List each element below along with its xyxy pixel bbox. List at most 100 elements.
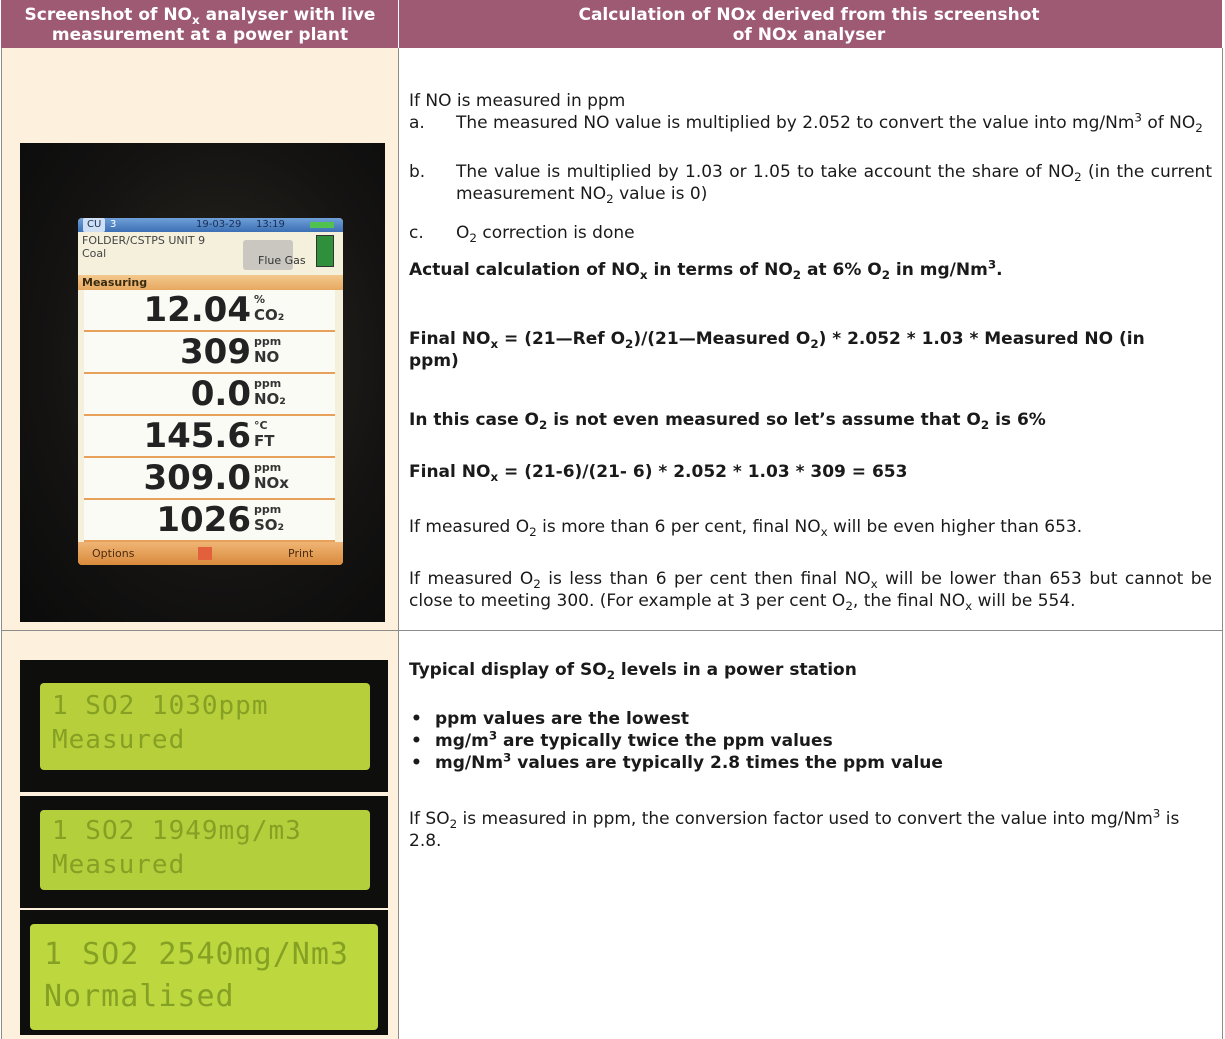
paragraph: If SO2 is measured in ppm, the conversio… [409,808,1199,852]
lcd-line: 1 SO2 1949mg/m3 [52,814,302,848]
status-text: CU [83,218,105,232]
lcd-line: Normalised [44,976,349,1018]
text-run: = (21-6)/(21- 6) * 2.052 * 1.03 * 309 = … [498,462,907,482]
status-text: 13:19 [256,218,285,232]
text-run: mg/Nm [435,753,503,773]
reading-unit: ppm [254,378,281,390]
device-screen: CU 3 19-03-29 13:19 FOLDER/CSTPS UNIT 9 … [78,218,343,565]
reading-param: NO₂ [254,391,286,408]
reading-param: FT [254,433,274,450]
list-item: c. O2 correction is done [409,222,1212,244]
text-run: mg/m [435,731,489,751]
text-run: . [996,260,1002,280]
lcd-line: Measured [52,723,269,757]
text-run: If measured O [409,569,533,589]
folder: FOLDER/CSTPS UNIT 9 [82,234,205,247]
text-run: is less than 6 per cent then final NO [541,569,871,589]
subscript: 2 [1195,121,1203,135]
reading-value: 309.0 [143,460,251,496]
border [1,48,2,1039]
text-run: , the final NO [853,591,965,611]
reading-value: 145.6 [143,418,251,454]
icon [198,547,212,560]
list-body: O2 correction is done [456,223,635,243]
text-run: in mg/Nm [890,260,988,280]
subscript: 2 [1074,170,1082,184]
paragraph: If NO is measured in ppm [409,90,1212,112]
list-body: The value is multiplied by 1.03 or 1.05 … [456,162,1212,204]
status-text: 3 [110,218,116,232]
text-run: correction is done [477,223,635,243]
button-bar: Options Print [78,542,343,565]
paragraph: Final NOx = (21-6)/(21- 6) * 2.052 * 1.0… [409,461,1212,483]
reading-unit: ppm [254,462,281,474]
subscript: x [490,470,498,484]
reading-param: NOx [254,475,289,492]
battery [310,222,334,228]
reading-row: 12.04%CO₂ [84,290,335,332]
reading-value: 1026 [156,502,251,538]
lcd-screen: 1 SO2 1030ppm Measured [40,683,370,770]
reading-unit: °C [254,420,268,432]
reading-value: 0.0 [191,376,251,412]
paragraph: Typical display of SO2 levels in a power… [409,659,1212,681]
header-text: Screenshot of NOx analyser with live mea… [19,5,381,45]
subscript: 2 [793,268,801,282]
state: Measuring [82,275,147,290]
subscript: 2 [882,268,890,282]
status-text: 19-03-29 [196,218,241,232]
reading-value: 12.04 [143,292,251,328]
text-run: will be even higher than 653. [828,517,1083,537]
subscript: 2 [529,525,537,539]
header-cell: Calculation of NOx derived from this scr… [399,0,1222,48]
photo: 1 SO2 1030ppm Measured [20,660,388,792]
list-label: b. [409,161,425,183]
device-button: Print [288,542,313,565]
paragraph: Actual calculation of NOx in terms of NO… [409,259,1212,281]
text-run: Final NO [409,329,490,349]
lcd-text: 1 SO2 2540mg/Nm3 Normalised [44,934,349,1018]
reading-unit: % [254,294,265,306]
reading-param: NO [254,349,279,366]
paragraph: Final NOx = (21—Ref O2)/(21—Measured O2)… [409,328,1169,372]
text-run: will be 554. [972,591,1075,611]
fuel: Coal [82,247,106,260]
superscript: 3 [988,257,996,271]
mode: Flue Gas [258,254,306,267]
text-run: Typical display of SO [409,660,607,680]
list-item: a.The measured NO value is multiplied by… [409,112,1212,134]
text-run: values are typically 2.8 times the ppm v… [511,753,943,773]
photo: 1 SO2 2540mg/Nm3 Normalised [20,910,388,1035]
subscript: x [821,525,828,539]
border [1,630,1223,631]
subscript: 2 [810,337,818,351]
reading-unit: ppm [254,336,281,348]
list-label: c. [409,222,424,244]
subscript: 2 [469,231,477,245]
list-item: b. The value is multiplied by 1.03 or 1.0… [409,161,1212,205]
bullet-item: mg/m3 are typically twice the ppm values [409,730,1212,752]
text-run: in terms of NO [648,260,793,280]
text-run: value is 0) [614,184,708,204]
text-run: is not even measured so let’s assume tha… [547,410,981,430]
text-run: In this case O [409,410,539,430]
text-run: ppm values are the lowest [435,709,689,729]
text-run: The measured NO value is multiplied by 2… [456,113,1134,133]
lcd-text: 1 SO2 1030ppm Measured [52,689,269,757]
lcd-screen: 1 SO2 1949mg/m3 Measured [40,810,370,890]
reading-value: 309 [180,334,251,370]
paragraph: If measured O2 is less than 6 per cent t… [409,568,1212,612]
superscript: 3 [489,728,497,742]
text-run: If NO is measured in ppm [409,91,625,111]
photo: 1 SO2 1949mg/m3 Measured [20,796,388,908]
text-run: are typically twice the ppm values [497,731,833,751]
text-run: O [456,223,469,243]
reading-unit: ppm [254,504,281,516]
text-run: levels in a power station [615,660,857,680]
subscript: x [490,337,498,351]
text-run: If SO [409,809,450,829]
paragraph: In this case O2 is not even measured so … [409,409,1212,431]
